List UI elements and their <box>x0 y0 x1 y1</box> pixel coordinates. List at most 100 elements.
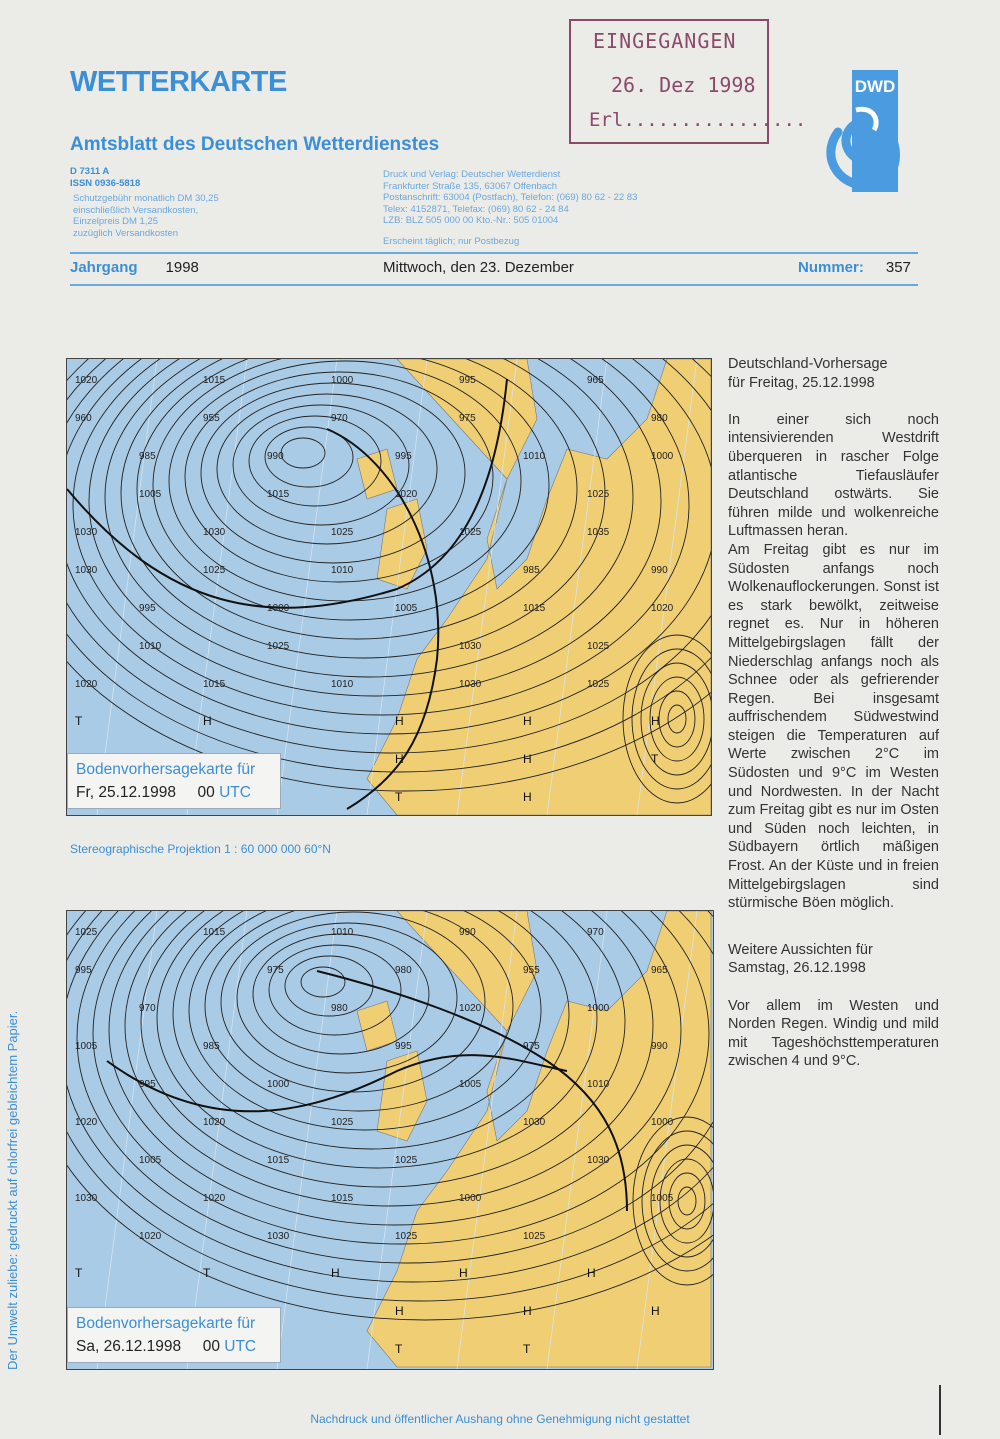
isobar-label: 1015 <box>203 927 226 938</box>
high-pressure-center: H <box>587 1266 596 1280</box>
isobar <box>67 359 711 754</box>
isobar-label: 990 <box>459 927 476 938</box>
forecast-heading: Deutschland-Vorhersage <box>728 356 888 372</box>
isobar <box>650 1144 713 1258</box>
graticule <box>96 911 158 1369</box>
isobar <box>184 371 494 583</box>
land-area <box>376 1050 428 1142</box>
isobar-label: 1020 <box>395 489 418 500</box>
isobar-label: 1025 <box>523 1231 546 1242</box>
isobar-label: 995 <box>459 375 476 386</box>
isobar-label: 960 <box>75 413 92 424</box>
publication-frequency: Erscheint täglich; nur Postbezug <box>383 236 520 247</box>
graticule <box>636 359 698 815</box>
isobar-label: 955 <box>523 965 540 976</box>
high-pressure-center: H <box>523 714 532 728</box>
isobar-label: 980 <box>331 1003 348 1014</box>
isobar <box>124 911 654 1207</box>
isobar <box>649 676 705 762</box>
isobar <box>140 911 626 1188</box>
isobar-label: 1010 <box>587 1079 610 1090</box>
forecast-text: Deutschland-Vorhersage für Freitag, 25.12… <box>728 355 939 1090</box>
isobar <box>172 911 570 1150</box>
isobar-label: 1010 <box>331 927 354 938</box>
isobar-label: 1005 <box>651 1193 674 1204</box>
isobar-label: 955 <box>203 413 220 424</box>
isobar <box>280 437 326 469</box>
isobar <box>120 359 606 659</box>
forecast-map-saturday: 1025 1015 1010 990 970 995 975 980 955 965 970 980 1… <box>66 910 714 1370</box>
page-title: WETTERKARTE <box>70 66 287 98</box>
high-pressure-center: H <box>459 1266 468 1280</box>
side-note: Der Umwelt zuliebe: gedruckt auf chlorfr… <box>5 1010 20 1370</box>
isobar-label: 1010 <box>523 451 546 462</box>
front-line <box>67 378 508 609</box>
received-stamp: EINGEGANGEN 26. Dez 1998 Erl............… <box>569 19 806 144</box>
graticule <box>366 911 428 1369</box>
isobar-label: 1020 <box>203 1117 226 1128</box>
front-line <box>326 428 440 810</box>
isobar-label: 965 <box>587 375 604 386</box>
isobar-label: 970 <box>587 927 604 938</box>
map-graphic: 1020 1015 1000 995 965 960 955 970 975 980 985 990 9… <box>67 359 711 815</box>
isobar-label: 1025 <box>331 1117 354 1128</box>
isobar <box>136 359 578 640</box>
isobar <box>668 1172 706 1230</box>
isobar <box>248 415 382 507</box>
dwd-logo: DWD <box>826 70 900 192</box>
isobar-label: 1015 <box>331 1193 354 1204</box>
publisher-line: Postanschrift: 63004 (Postfach), Telefon… <box>383 192 638 203</box>
number-label: Nummer: <box>798 259 864 276</box>
isobar <box>204 911 514 1112</box>
isobar-label: 970 <box>139 1003 156 1014</box>
isobar-label: 990 <box>651 565 668 576</box>
isobar-label: 1025 <box>587 679 610 690</box>
fee-line: einschließlich Versandkosten, <box>73 204 199 216</box>
isobar <box>200 382 466 564</box>
isobar <box>92 911 710 1245</box>
isobar-label: 1030 <box>459 679 482 690</box>
high-pressure-center: H <box>651 714 660 728</box>
isobar <box>622 634 711 804</box>
caption-utc: UTC <box>224 1338 257 1355</box>
high-pressure-center: H <box>203 714 212 728</box>
isobar-label: 1025 <box>267 641 290 652</box>
high-pressure-center: H <box>395 714 404 728</box>
low-pressure-center: T <box>75 714 83 728</box>
forecast-heading-date: für Freitag, 25.12.1998 <box>728 374 875 391</box>
issn: ISSN 0936-5818 <box>70 178 141 189</box>
high-pressure-center: H <box>331 1266 340 1280</box>
publisher-line: Frankfurter Straße 135, 63067 Offenbach <box>383 180 558 192</box>
isobar <box>658 690 696 748</box>
isobar-label: 1030 <box>75 527 98 538</box>
isobar <box>268 944 402 1036</box>
isobar-label: 1020 <box>651 603 674 614</box>
isobar-label: 995 <box>139 1079 156 1090</box>
fee-line: Einzelpreis DM 1,25 <box>73 216 159 228</box>
caption-title: Bodenvorhersagekarte für <box>76 1315 256 1332</box>
isobar-label: 995 <box>75 965 92 976</box>
high-pressure-center: H <box>523 1304 532 1318</box>
graticule <box>276 911 338 1369</box>
map-caption: Bodenvorhersagekarte für Sa, 26.12.1998 … <box>67 1307 281 1363</box>
isobar-label: 1000 <box>459 1193 482 1204</box>
isobar-label: 1030 <box>75 1193 98 1204</box>
land-area <box>366 359 711 815</box>
isobar <box>72 359 690 716</box>
isobar-label: 1025 <box>395 1155 418 1166</box>
outlook-heading-date: Samstag, 26.12.1998 <box>728 960 866 977</box>
publisher-line: LZB: BLZ 505 000 00 Kto.-Nr.: 505 01004 <box>383 215 559 226</box>
stamp-text: EINGEGANGEN <box>593 29 737 53</box>
publisher-line: Druck und Verlag: Deutscher Wetterdienst <box>383 169 561 180</box>
isobar-label: 1020 <box>459 1003 482 1014</box>
isobar-label: 1015 <box>267 489 290 500</box>
isobar-label: 980 <box>395 965 412 976</box>
caption-time: 00 <box>197 784 215 801</box>
volume-year: 1998 <box>165 259 199 276</box>
high-pressure-center: H <box>395 752 404 766</box>
isobar-label: 985 <box>139 451 156 462</box>
isobar <box>67 911 713 1283</box>
isobar <box>631 648 711 790</box>
isobar <box>76 911 713 1264</box>
isobar-label: 1000 <box>587 1003 610 1014</box>
